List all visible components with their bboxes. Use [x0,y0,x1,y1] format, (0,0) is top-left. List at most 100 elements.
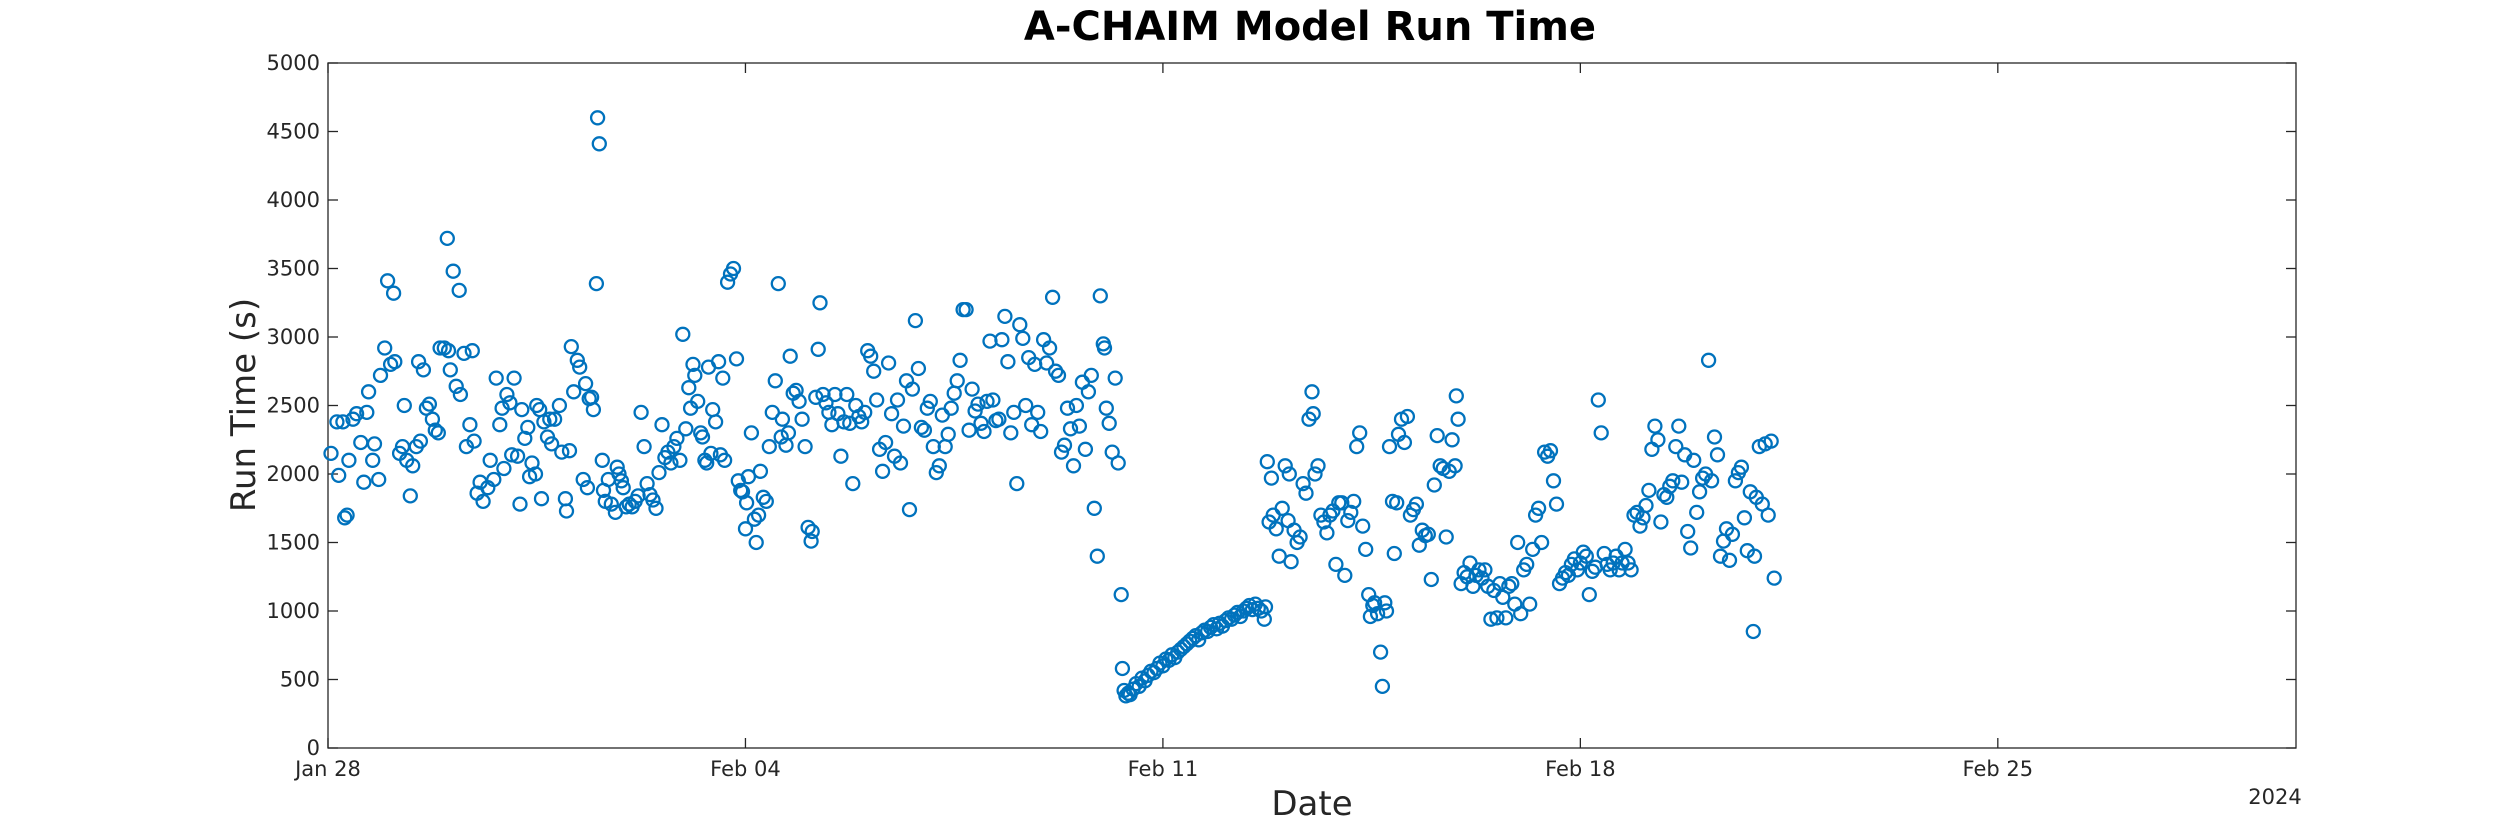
data-point [1074,374,1091,390]
data-point [1641,482,1657,499]
y-tick-label: 3000 [267,325,320,349]
data-point [1689,504,1705,521]
data-point [738,495,755,511]
data-point [1378,603,1395,619]
data-point [543,436,560,452]
y-tick-label: 500 [280,668,320,692]
data-point [1041,340,1058,356]
data-point [452,386,469,403]
data-point [566,384,582,400]
data-point [748,534,764,551]
data-point [1283,554,1299,570]
data-point [1530,500,1547,516]
data-point [770,275,786,292]
data-point [1089,548,1105,564]
data-point [1448,388,1464,404]
data-point [1292,529,1308,545]
data-point [1763,433,1779,449]
data-point [1307,466,1323,482]
data-point [797,438,813,455]
data-point [818,395,834,411]
data-point [557,491,574,507]
data-point [1674,474,1690,490]
data-point [964,381,980,397]
data-point [1259,454,1275,470]
data-point [514,401,530,418]
data-point [719,274,736,290]
x-tick-label: Feb 11 [1128,757,1199,781]
data-point [812,295,828,311]
data-point [1319,525,1335,541]
data-point [1298,485,1314,501]
data-point [440,343,457,359]
data-point [901,501,918,518]
data-point [1056,437,1073,453]
data-point [1411,537,1427,553]
data-point [475,493,491,510]
data-point [1683,540,1699,556]
data-point [512,496,528,512]
data-point [1420,526,1436,542]
data-point [1362,608,1379,625]
data-point [1703,473,1720,489]
data-point [572,359,588,375]
data-point [329,414,345,430]
data-point [1374,678,1391,695]
data-point [1281,466,1297,482]
data-point [675,326,691,342]
data-point [663,455,679,471]
data-point [323,445,339,462]
data-point [1504,575,1520,592]
data-point [907,312,924,329]
data-point [1733,459,1750,475]
y-axis: 0 500 1000 1500 2000 2500 3000 3500 4000 4500 5000 [267,51,2296,760]
data-point [1671,418,1687,434]
x-axis: Jan 28 Feb 04 Feb 11 Feb 18 Feb 25 [293,63,2033,781]
data-point [1065,458,1082,474]
data-point [1015,330,1031,347]
data-point [991,411,1007,427]
data-point [1501,578,1517,594]
data-point [750,507,767,523]
data-point [1483,611,1499,627]
data-point [611,466,627,482]
data-point [1644,441,1660,457]
data-point [737,521,754,537]
data-point [845,475,861,492]
data-point [609,459,625,475]
data-point [728,351,745,367]
data-point [958,301,974,318]
data-point [613,473,630,489]
data-point [1304,384,1320,400]
data-point [979,393,995,410]
data-point [1522,596,1538,612]
data-point [1274,500,1290,516]
chart-title: A-CHAIM Model Run Time [1024,4,1596,50]
data-point [645,492,661,508]
data-point [931,458,947,474]
data-point [970,396,986,412]
y-tick-label: 1000 [267,599,320,623]
data-point [654,417,670,433]
data-point [1736,510,1753,526]
data-point [1525,541,1541,558]
data-point [1507,596,1523,612]
data-point [410,354,427,370]
data-point [1647,418,1663,434]
data-point [356,474,372,490]
data-point [883,406,900,422]
data-point [1548,496,1565,512]
data-point [456,345,472,362]
data-point [506,370,522,386]
data-point [1256,611,1272,627]
data-point [1727,473,1744,489]
data-point [1709,447,1726,463]
data-point [952,352,968,368]
y-tick-label: 4000 [267,188,320,212]
data-point [488,370,504,386]
data-point [1471,562,1487,578]
y-axis-label: Run Time (s) [224,298,264,512]
data-point [710,354,727,370]
data-point [1030,404,1046,421]
